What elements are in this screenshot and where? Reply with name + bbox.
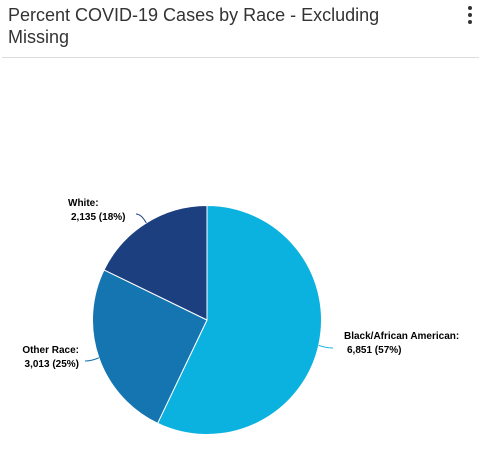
data-label-category: Other Race:: [22, 345, 79, 356]
more-options-button[interactable]: [459, 4, 481, 26]
chart-title-line-1: Percent COVID-19 Cases by Race - Excludi…: [8, 5, 380, 25]
chart-title-line-2: Missing: [8, 27, 70, 47]
card-header: Percent COVID-19 Cases by Race - Excludi…: [0, 0, 481, 58]
data-label-value: 6,851 (57%): [347, 345, 401, 356]
data-label-white: White: 2,135 (18%): [68, 198, 125, 223]
pie-slice-black-african-american[interactable]: [157, 205, 322, 435]
pie-slice-other-race[interactable]: [92, 269, 208, 424]
more-vert-icon-dot-2: [468, 13, 472, 17]
connector-line: [318, 344, 334, 349]
more-vert-icon-dot-3: [468, 20, 472, 24]
data-label-other-race: Other Race: 3,013 (25%): [22, 345, 79, 370]
data-label-black-african-american: Black/African American: 6,851 (57%): [344, 331, 459, 356]
more-vert-icon: [468, 6, 472, 10]
connector-line: [135, 213, 147, 224]
data-label-category: White:: [68, 198, 99, 209]
connector-line: [84, 357, 100, 362]
data-label-category: Black/African American:: [344, 331, 459, 342]
data-label-value: 2,135 (18%): [71, 212, 125, 223]
pie-slice-white[interactable]: [103, 205, 208, 321]
header-divider: [2, 57, 479, 58]
data-label-value: 3,013 (25%): [25, 359, 79, 370]
chart-title: Percent COVID-19 Cases by Race - Excludi…: [8, 4, 428, 48]
